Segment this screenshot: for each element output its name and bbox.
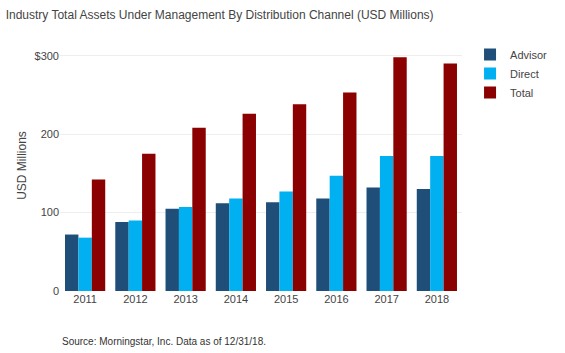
svg-text:2016: 2016 (324, 293, 348, 305)
svg-text:2017: 2017 (374, 293, 398, 305)
svg-text:2015: 2015 (274, 293, 298, 305)
svg-text:2011: 2011 (73, 293, 97, 305)
svg-text:2018: 2018 (425, 293, 449, 305)
svg-text:$300: $300 (35, 50, 59, 62)
svg-text:Industry Total Assets Under Ma: Industry Total Assets Under Management B… (6, 8, 434, 22)
svg-text:2013: 2013 (173, 293, 197, 305)
svg-text:Direct: Direct (510, 68, 539, 80)
svg-text:Source: Morningstar, Inc. Data: Source: Morningstar, Inc. Data as of 12/… (62, 336, 266, 347)
svg-text:200: 200 (41, 128, 59, 140)
svg-text:USD Millions: USD Millions (15, 131, 29, 200)
svg-text:2014: 2014 (224, 293, 248, 305)
svg-text:0: 0 (53, 285, 59, 297)
svg-text:100: 100 (41, 206, 59, 218)
svg-text:2012: 2012 (123, 293, 147, 305)
svg-text:Advisor: Advisor (510, 49, 547, 61)
svg-text:Total: Total (510, 87, 533, 99)
